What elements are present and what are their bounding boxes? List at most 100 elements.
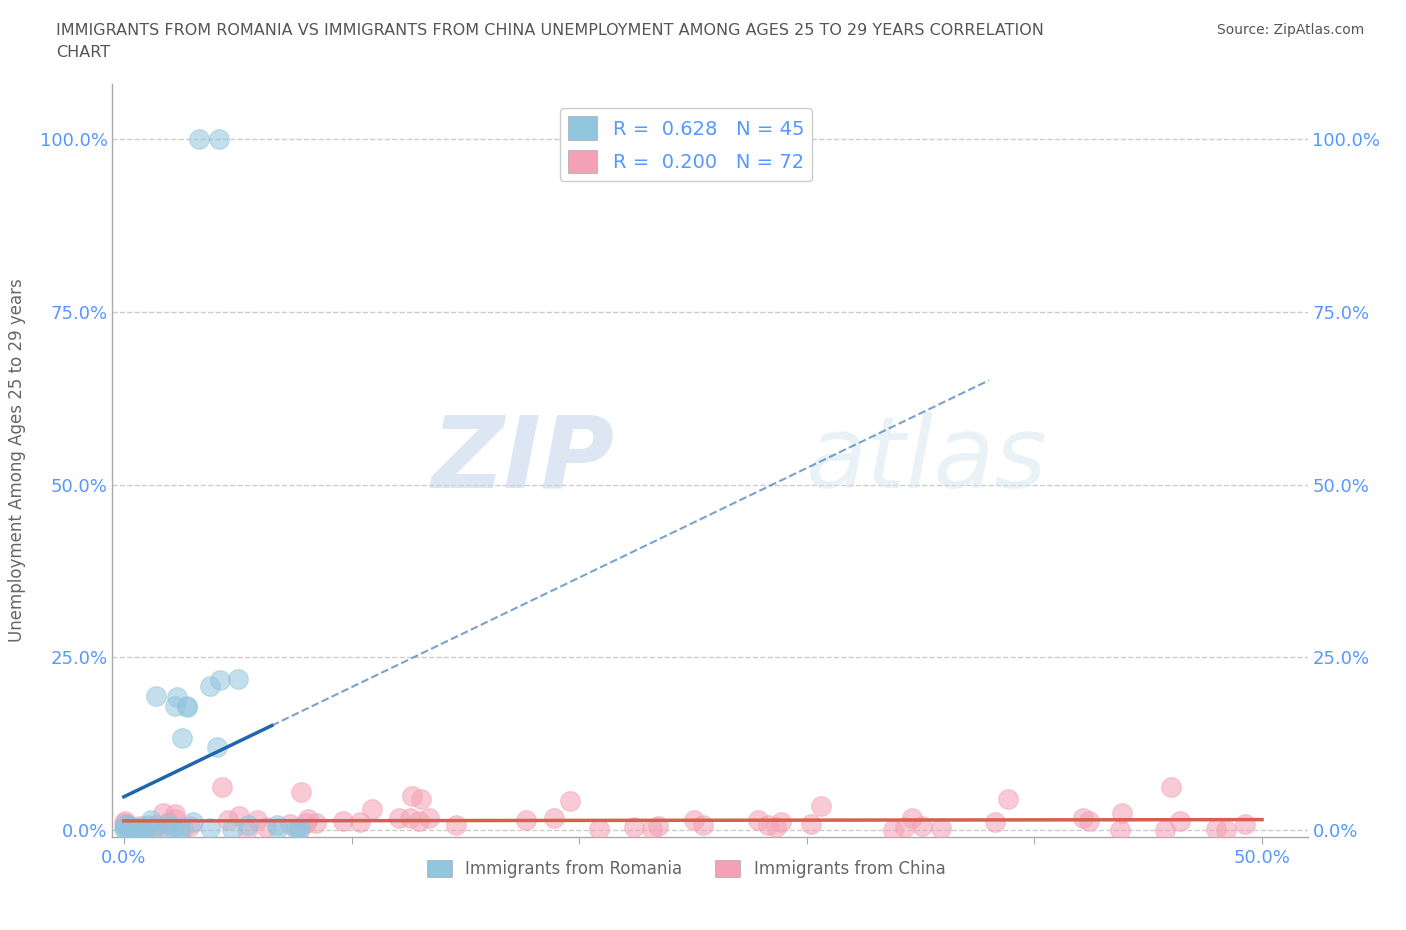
Immigrants from Romania: [188, 131, 211, 146]
Immigrants from China: [418, 811, 440, 826]
Immigrants from China: [165, 806, 187, 821]
Immigrants from China: [911, 818, 934, 833]
Legend: Immigrants from Romania, Immigrants from China: Immigrants from Romania, Immigrants from…: [420, 854, 952, 885]
Immigrants from China: [1154, 822, 1177, 837]
Immigrants from Romania: [165, 698, 187, 713]
Immigrants from China: [401, 789, 423, 804]
Immigrants from China: [305, 816, 328, 830]
Immigrants from Romania: [267, 821, 290, 836]
Immigrants from Romania: [124, 822, 146, 837]
Immigrants from China: [152, 805, 174, 820]
Immigrants from Romania: [287, 820, 309, 835]
Text: CHART: CHART: [56, 45, 110, 60]
Immigrants from China: [770, 815, 793, 830]
Immigrants from Romania: [114, 820, 136, 835]
Immigrants from China: [128, 819, 150, 834]
Immigrants from China: [179, 818, 201, 833]
Immigrants from China: [290, 785, 312, 800]
Immigrants from China: [901, 810, 924, 825]
Immigrants from China: [409, 791, 432, 806]
Immigrants from China: [1234, 817, 1257, 831]
Immigrants from China: [1111, 805, 1133, 820]
Immigrants from China: [388, 811, 411, 826]
Immigrants from China: [246, 813, 269, 828]
Immigrants from Romania: [169, 822, 191, 837]
Immigrants from China: [156, 815, 179, 830]
Immigrants from China: [235, 822, 257, 837]
Immigrants from China: [145, 817, 167, 832]
Immigrants from China: [254, 819, 277, 834]
Immigrants from China: [1160, 779, 1182, 794]
Immigrants from Romania: [142, 820, 165, 835]
Immigrants from Romania: [118, 821, 141, 836]
Immigrants from Romania: [238, 818, 260, 833]
Immigrants from Romania: [156, 821, 179, 836]
Immigrants from China: [122, 823, 145, 838]
Immigrants from Romania: [124, 821, 146, 836]
Immigrants from China: [647, 819, 669, 834]
Immigrants from China: [558, 793, 581, 808]
Immigrants from Romania: [125, 820, 148, 835]
Immigrants from Romania: [162, 819, 184, 834]
Immigrants from China: [408, 814, 430, 829]
Immigrants from China: [800, 817, 823, 831]
Immigrants from Romania: [228, 671, 250, 686]
Immigrants from China: [115, 817, 138, 831]
Text: Source: ZipAtlas.com: Source: ZipAtlas.com: [1216, 23, 1364, 37]
Immigrants from China: [287, 821, 309, 836]
Text: IMMIGRANTS FROM ROMANIA VS IMMIGRANTS FROM CHINA UNEMPLOYMENT AMONG AGES 25 TO 2: IMMIGRANTS FROM ROMANIA VS IMMIGRANTS FR…: [56, 23, 1045, 38]
Immigrants from Romania: [136, 820, 159, 835]
Immigrants from China: [997, 791, 1019, 806]
Immigrants from Romania: [221, 821, 243, 836]
Immigrants from China: [984, 814, 1007, 829]
Immigrants from Romania: [136, 817, 159, 832]
Immigrants from Romania: [127, 822, 149, 837]
Immigrants from China: [280, 817, 302, 831]
Immigrants from China: [747, 812, 769, 827]
Immigrants from Romania: [145, 689, 167, 704]
Immigrants from Romania: [266, 817, 288, 832]
Immigrants from China: [349, 815, 371, 830]
Immigrants from Romania: [172, 731, 194, 746]
Immigrants from Romania: [117, 817, 139, 832]
Immigrants from China: [1071, 810, 1094, 825]
Immigrants from China: [692, 817, 714, 832]
Text: atlas: atlas: [806, 412, 1047, 509]
Immigrants from Romania: [141, 812, 163, 827]
Immigrants from China: [134, 822, 156, 837]
Immigrants from China: [297, 811, 319, 826]
Y-axis label: Unemployment Among Ages 25 to 29 years: Unemployment Among Ages 25 to 29 years: [7, 278, 25, 643]
Immigrants from China: [114, 814, 136, 829]
Immigrants from Romania: [205, 739, 228, 754]
Immigrants from Romania: [121, 821, 143, 836]
Immigrants from China: [444, 817, 467, 832]
Immigrants from China: [332, 813, 354, 828]
Immigrants from Romania: [208, 131, 231, 146]
Immigrants from Romania: [156, 817, 179, 831]
Immigrants from Romania: [176, 699, 198, 714]
Immigrants from China: [112, 816, 135, 830]
Immigrants from China: [1215, 822, 1237, 837]
Immigrants from Romania: [198, 820, 221, 835]
Immigrants from China: [127, 821, 149, 836]
Immigrants from China: [125, 822, 148, 837]
Text: ZIP: ZIP: [432, 412, 614, 509]
Immigrants from China: [217, 813, 239, 828]
Immigrants from Romania: [288, 821, 311, 836]
Immigrants from China: [228, 809, 250, 824]
Immigrants from China: [1205, 821, 1227, 836]
Immigrants from China: [128, 820, 150, 835]
Immigrants from Romania: [112, 821, 135, 836]
Immigrants from Romania: [183, 815, 205, 830]
Immigrants from China: [810, 798, 832, 813]
Immigrants from China: [882, 822, 904, 837]
Immigrants from Romania: [125, 820, 148, 835]
Immigrants from China: [211, 779, 233, 794]
Immigrants from Romania: [169, 820, 191, 835]
Immigrants from Romania: [114, 817, 136, 832]
Immigrants from China: [588, 821, 610, 836]
Immigrants from China: [295, 816, 318, 830]
Immigrants from China: [543, 810, 565, 825]
Immigrants from China: [929, 821, 952, 836]
Immigrants from China: [1108, 822, 1130, 837]
